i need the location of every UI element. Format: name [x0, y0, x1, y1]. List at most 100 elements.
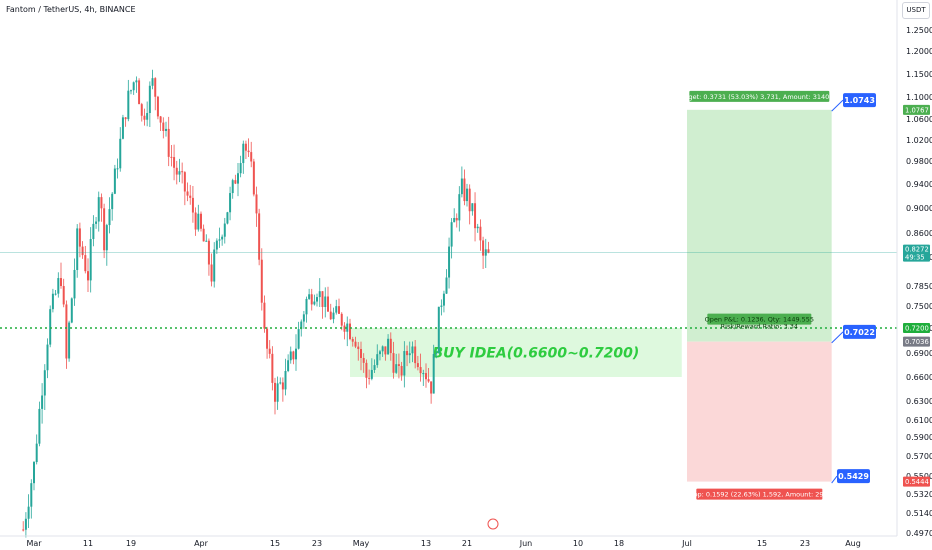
- target-price-tag: [903, 104, 930, 115]
- candle-body: [194, 212, 197, 230]
- candle-body: [27, 506, 30, 519]
- y-tick-label: 1.2500: [906, 26, 932, 35]
- y-tick-label: 0.5900: [906, 433, 932, 442]
- candle-body: [35, 443, 38, 463]
- candle-body: [365, 362, 368, 378]
- y-tick-label: 0.7850: [906, 282, 932, 291]
- candle-body: [151, 78, 154, 86]
- candle-body: [258, 213, 261, 260]
- candle-body: [287, 360, 290, 371]
- x-tick-label: Jul: [681, 539, 692, 548]
- candle-body: [324, 296, 327, 307]
- candle-body: [276, 383, 279, 402]
- candle-body: [242, 143, 245, 164]
- candle-body: [200, 213, 202, 229]
- y-tick-label: 0.5320: [906, 490, 932, 499]
- candle-body: [62, 286, 65, 305]
- candle-body: [223, 223, 226, 237]
- candle-body: [237, 173, 239, 184]
- candle-body: [250, 152, 253, 162]
- candle-body: [167, 128, 170, 157]
- y-tick-label: 0.9800: [906, 157, 932, 166]
- flag-pointer: [831, 475, 838, 484]
- y-tick-label: 0.5700: [906, 452, 932, 461]
- candle-body: [427, 379, 430, 382]
- candle-body: [49, 309, 52, 345]
- candle-body: [408, 353, 411, 356]
- candle-body: [362, 357, 365, 363]
- x-tick-label: Mar: [26, 539, 42, 548]
- candle-body: [295, 348, 297, 360]
- y-tick-label: 0.6300: [906, 397, 932, 406]
- candle-body: [389, 338, 392, 354]
- current-price-countdown: 49:35: [905, 254, 925, 262]
- candle-body: [226, 212, 229, 224]
- candle-body: [392, 353, 395, 373]
- candle-body: [51, 293, 54, 310]
- candle-body: [111, 193, 114, 210]
- currency-button[interactable]: USDT: [902, 2, 930, 19]
- candle-body: [316, 297, 318, 302]
- candle-body: [284, 370, 287, 390]
- candle-body: [173, 157, 176, 168]
- y-tick-label: 0.8600: [906, 229, 932, 238]
- candle-body: [425, 373, 427, 380]
- candle-body: [310, 294, 313, 305]
- candle-body: [321, 291, 324, 307]
- candle-body: [487, 249, 490, 253]
- stop-label: Stop: 0.1592 (22.63%) 1,592, Amount: 294…: [687, 491, 832, 499]
- candle-body: [442, 293, 445, 306]
- flag-2: [843, 324, 876, 339]
- candle-body: [455, 217, 458, 221]
- event-icon[interactable]: [487, 518, 499, 530]
- candle-body: [221, 236, 224, 240]
- candle-body: [292, 351, 295, 360]
- y-tick-label: 1.0200: [906, 136, 932, 145]
- candle-body: [437, 306, 440, 354]
- candle-body: [244, 143, 247, 151]
- candle-body: [105, 225, 108, 251]
- candle-body: [368, 377, 371, 379]
- candle-body: [435, 353, 438, 355]
- candle-body: [186, 191, 189, 196]
- x-tick-label: Aug: [845, 539, 861, 548]
- candle-body: [327, 296, 329, 312]
- candle-body: [414, 346, 417, 364]
- x-tick-label: 13: [421, 539, 431, 548]
- candle-body: [119, 138, 122, 169]
- candle-body: [384, 346, 387, 355]
- target-zone: [687, 109, 832, 342]
- x-tick-label: Jun: [519, 539, 533, 548]
- y-tick-label: 0.6900: [906, 349, 932, 358]
- candle-body: [266, 328, 269, 349]
- candle-body: [197, 213, 200, 230]
- candle-body: [121, 117, 124, 139]
- candle-body: [138, 80, 141, 105]
- candle-body: [78, 228, 81, 247]
- current-price-value: 0.8272: [905, 246, 929, 254]
- candle-body: [43, 370, 46, 396]
- y-tick-label: 0.4970: [906, 529, 932, 538]
- candle-body: [159, 116, 162, 123]
- candle-body: [162, 122, 165, 131]
- candle-body: [335, 306, 338, 313]
- candle-body: [41, 395, 44, 409]
- candle-body: [463, 178, 466, 202]
- candle-body: [403, 351, 406, 376]
- candle-body: [430, 381, 433, 394]
- candle-body: [130, 90, 132, 92]
- x-tick-label: 21: [462, 539, 472, 548]
- candle-body: [103, 208, 106, 251]
- candle-body: [373, 365, 376, 370]
- candle-body: [218, 239, 221, 241]
- candle-body: [340, 313, 343, 326]
- buy-zone-label: BUY IDEA(0.6600~0.7200): [432, 346, 639, 362]
- candle-body: [252, 161, 255, 195]
- candle-body: [482, 240, 485, 256]
- pnl-label: Open P&L: 0.1236, Qty: 1449.555: [705, 316, 814, 324]
- candle-body: [202, 228, 205, 242]
- candle-body: [154, 78, 157, 97]
- stop-label-box: [696, 488, 823, 500]
- candle-body: [46, 344, 49, 371]
